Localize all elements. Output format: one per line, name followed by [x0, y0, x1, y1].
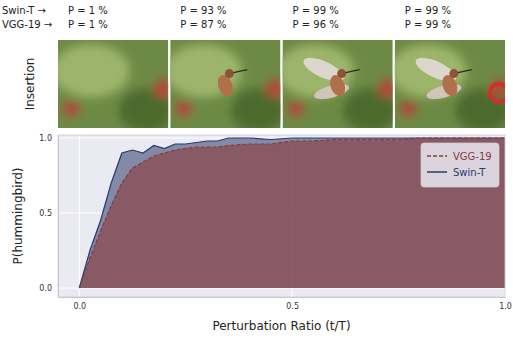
area: [79, 138, 505, 288]
x-axis: 0.0 0.5 1.0: [59, 297, 512, 311]
image-blob: [58, 44, 130, 97]
y-axis: 0.0 0.5 1.0: [39, 134, 58, 297]
plot-background: [58, 135, 505, 297]
bird: [413, 53, 472, 102]
x-tick-label: 1.0: [499, 302, 512, 311]
x-axis-line: [59, 297, 506, 298]
area: [79, 138, 505, 288]
image-frame: [395, 40, 505, 128]
row-label: VGG-19 →: [2, 19, 52, 30]
bird-head: [449, 69, 458, 78]
bird-beak: [233, 70, 247, 73]
plot-frame: [58, 135, 505, 297]
line: [79, 138, 505, 288]
y-tick-label: 0.0: [39, 284, 52, 293]
bird-head: [337, 69, 346, 78]
bird: [215, 69, 247, 98]
panel-label: Insertion: [23, 58, 37, 111]
grid-line: [79, 135, 80, 297]
y-tick: 1.0: [39, 134, 58, 143]
probability-label: P = 87 %: [180, 19, 226, 30]
image-blob: [63, 101, 79, 117]
image-frame: [58, 40, 168, 128]
image-blur: [58, 44, 168, 128]
probability-label: P = 1 %: [68, 5, 108, 16]
probability-label: P = 1 %: [68, 19, 108, 30]
probability-label: P = 99 %: [405, 19, 451, 30]
bird: [300, 53, 359, 102]
y-tick: 0.5: [39, 209, 58, 218]
image-blob: [266, 79, 281, 97]
x-axis-title: Perturbation Ratio (t/T): [212, 319, 350, 333]
x-tick: 0.5: [286, 297, 299, 311]
legend-label: Swin-T: [453, 167, 486, 178]
figure: P = 1 % P = 1 % P = 93 % P = 87 % P = 99 % P …: [0, 0, 513, 342]
image-blur: [395, 44, 505, 128]
y-axis-title: P(hummingbird): [11, 167, 25, 264]
probability-label: P = 99 %: [405, 5, 451, 16]
image-blob: [378, 79, 393, 97]
y-tick-label: 1.0: [39, 134, 52, 143]
legend-swatch: [427, 171, 447, 173]
image-blob: [400, 101, 416, 117]
y-tick: 0.0: [39, 284, 58, 293]
x-tick-label: 0.5: [286, 302, 299, 311]
line: [79, 138, 505, 288]
legend-box: [421, 143, 499, 187]
image-frame: [170, 40, 280, 128]
x-tick: 0.0: [73, 297, 86, 311]
image-blur: [170, 44, 280, 128]
row-label: Swin-T →: [2, 5, 46, 16]
bird-head: [225, 69, 234, 78]
grid: [58, 135, 505, 297]
probability-label: P = 99 %: [293, 5, 339, 16]
image-blur: [283, 44, 393, 128]
image-frame: [283, 40, 393, 128]
image-blob: [288, 101, 304, 117]
marks: [79, 138, 505, 288]
legend: VGG-19 Swin-T: [421, 143, 499, 187]
image-blob: [154, 79, 169, 97]
probability-label: P = 96 %: [293, 19, 339, 30]
x-tick: 1.0: [499, 297, 512, 311]
y-tick-label: 0.5: [39, 209, 52, 218]
legend-label: VGG-19: [453, 151, 492, 162]
x-tick-label: 0.0: [73, 302, 86, 311]
legend-swatch: [427, 155, 447, 157]
feeder: [490, 84, 505, 102]
y-axis-line: [58, 136, 59, 298]
bird-beak: [346, 70, 360, 73]
bird-beak: [458, 70, 472, 73]
image-blob: [175, 101, 191, 117]
probability-label: P = 93 %: [180, 5, 226, 16]
